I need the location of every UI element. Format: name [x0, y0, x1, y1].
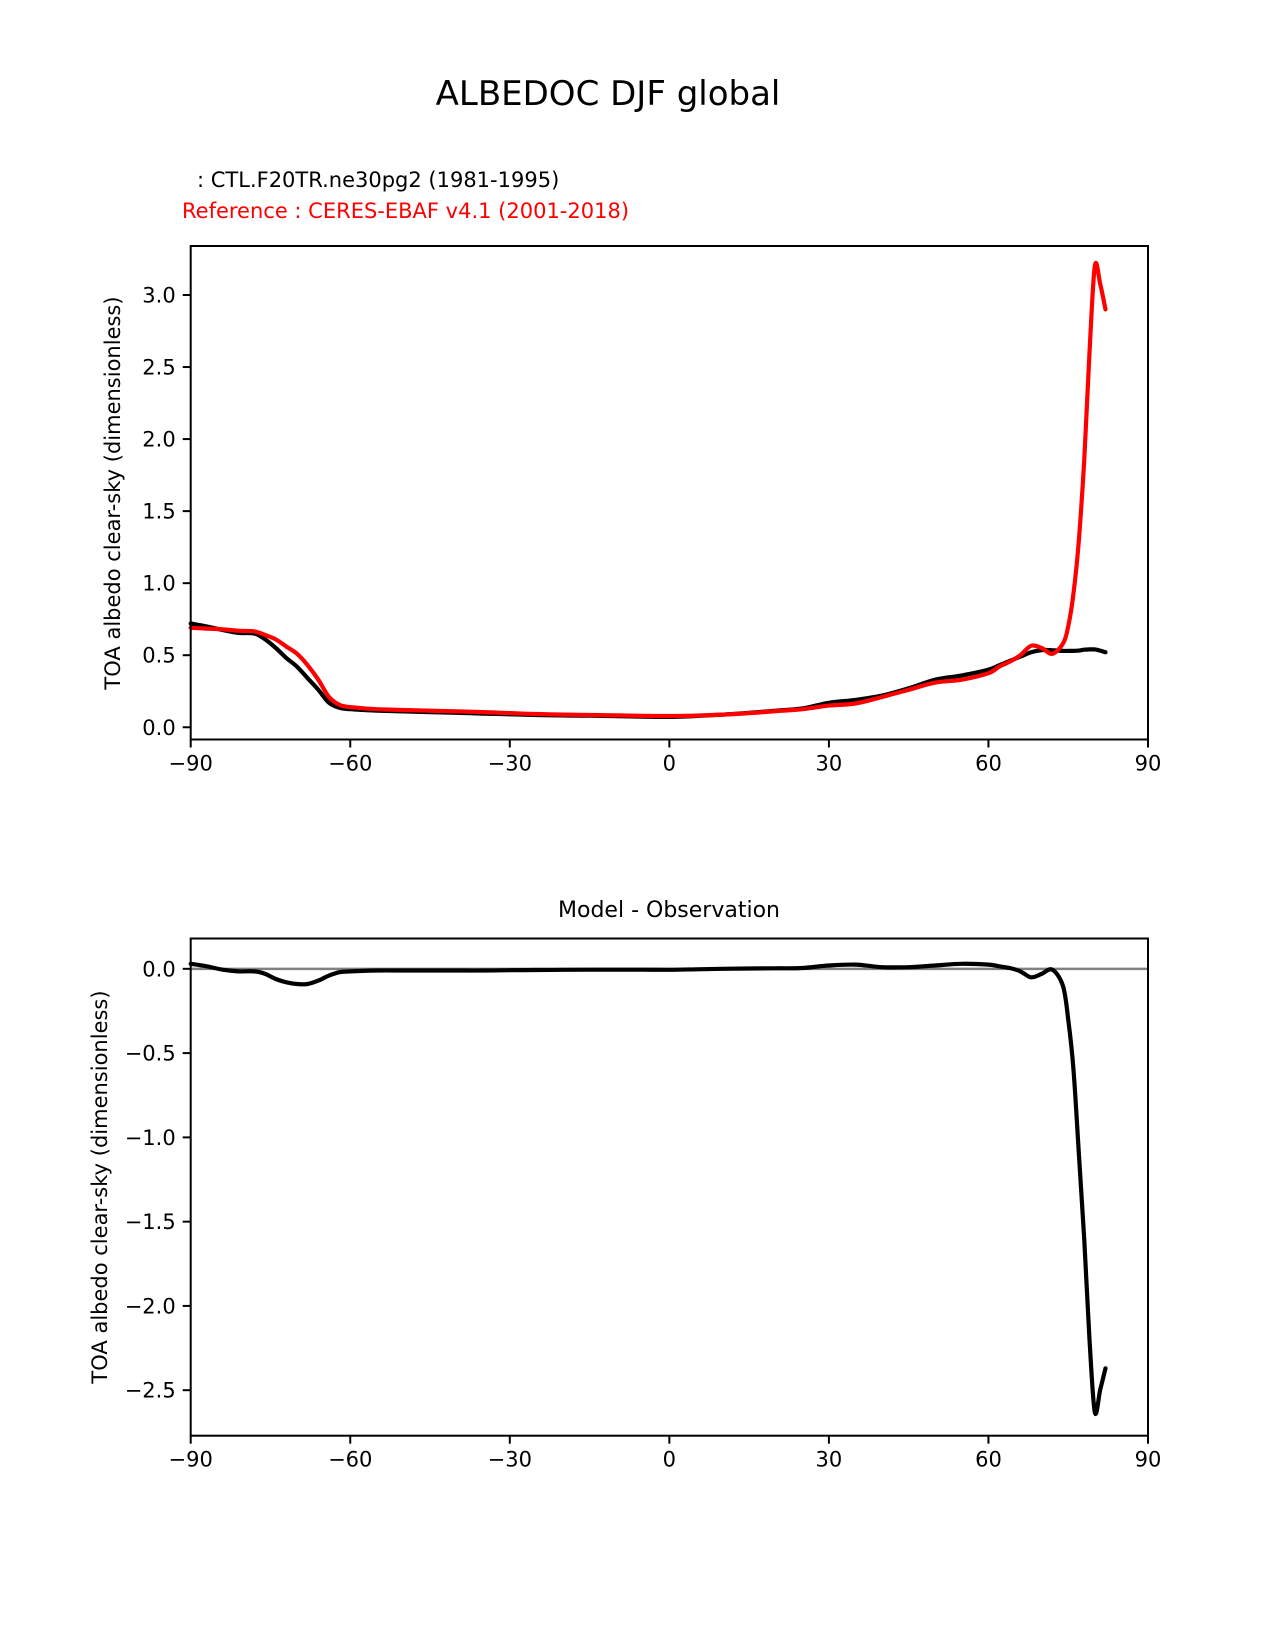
bottom-plot-y-axis-label: TOA albedo clear-sky (dimensionless) [88, 990, 112, 1384]
top-plot-x-tick-label: −90 [169, 752, 213, 776]
bottom-plot-x-tick-label: 0 [663, 1448, 676, 1472]
top-plot-y-tick-label: 2.0 [142, 428, 175, 452]
figure-title: ALBEDOC DJF global [435, 74, 781, 114]
top-plot-y-tick-label: 2.5 [142, 356, 175, 380]
bottom-plot-y-tick-label: −0.5 [125, 1042, 176, 1066]
top-plot-y-tick-label: 0.5 [142, 644, 175, 668]
bottom-plot-y-tick-label: −2.0 [125, 1294, 176, 1318]
top-plot-x-tick-label: −60 [328, 752, 372, 776]
top-plot-x-tick-label: 0 [663, 752, 676, 776]
legend-model-label: : CTL.F20TR.ne30pg2 (1981-1995) [197, 168, 560, 192]
bottom-plot-x-tick-label: −90 [169, 1448, 213, 1472]
top-plot-x-tick-label: 30 [816, 752, 843, 776]
top-plot-axes-frame [189, 245, 1149, 741]
bottom-plot-x-tick-label: 30 [816, 1448, 843, 1472]
bottom-plot-y-tick-label: −1.5 [125, 1210, 176, 1234]
difference-line [188, 961, 1108, 1416]
top-plot-x-tick-label: 90 [1135, 752, 1162, 776]
top-plot-y-axis-label: TOA albedo clear-sky (dimensionless) [101, 296, 125, 690]
bottom-plot-y-tick-label: 0.0 [142, 957, 175, 981]
bottom-plot-axes-frame [189, 937, 1149, 1437]
top-plot-y-tick-label: 3.0 [142, 283, 175, 307]
bottom-plot-x-tick-label: −30 [488, 1448, 532, 1472]
bottom-plot-x-tick-label: 90 [1135, 1448, 1162, 1472]
top-plot-y-tick-label: 0.0 [142, 716, 175, 740]
bottom-plot-y-tick-label: −1.0 [125, 1126, 176, 1150]
top-plot-x-tick-label: −30 [488, 752, 532, 776]
bottom-plot-y-tick-label: −2.5 [125, 1379, 176, 1403]
reference-line [188, 260, 1108, 719]
bottom-plot-title: Model - Observation [558, 898, 780, 923]
top-plot-y-tick-label: 1.5 [142, 500, 175, 524]
top-plot-y-tick-label: 1.0 [142, 572, 175, 596]
model-line [188, 621, 1108, 720]
top-plot-x-tick-label: 60 [975, 752, 1002, 776]
bottom-plot-x-tick-label: −60 [328, 1448, 372, 1472]
legend-reference-label: Reference : CERES-EBAF v4.1 (2001-2018) [182, 199, 630, 223]
bottom-plot-x-tick-label: 60 [975, 1448, 1002, 1472]
